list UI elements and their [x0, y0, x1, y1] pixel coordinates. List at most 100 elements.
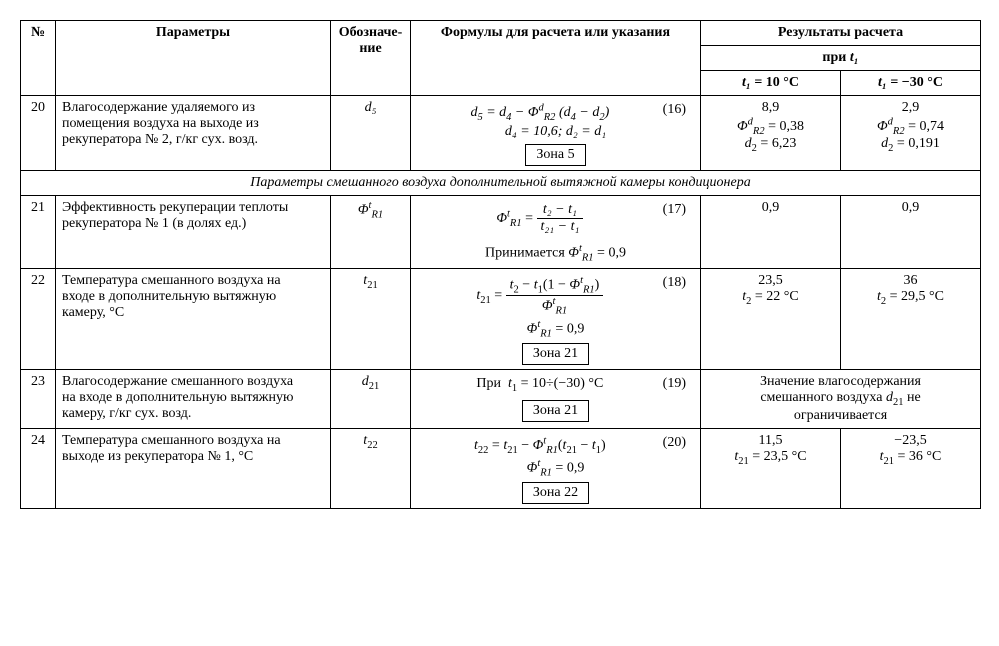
r24-num: 24 — [21, 429, 56, 509]
r24-param-l2: выходе из рекуператора № 1, °C — [62, 449, 253, 464]
r24-formula-main: t22 = t21 − ΦtR1(t21 − t1) — [474, 438, 606, 453]
header-row-1: № Параметры Обозначе- ние Формулы для ра… — [21, 21, 981, 46]
r22-frac-den: ΦtR1 — [506, 296, 604, 316]
r20-resB-l1: 2,9 — [902, 100, 920, 115]
row-20: 20 Влагосодержание удаляемого из помещен… — [21, 96, 981, 171]
hdr-formula: Формулы для расчета или указания — [411, 21, 701, 96]
r20-param-l3: рекуператора № 2, г/кг сух. возд. — [62, 132, 258, 147]
r21-formula: ΦtR1 = t₂ − t₁ t₂₁ − t₁ (17) Принимается… — [411, 196, 701, 268]
r24-resA-l1: 11,5 — [759, 433, 783, 448]
r22-resA: 23,5 t2 = 22 °C — [701, 268, 841, 369]
r20-param-l1: Влагосодержание удаляемого из — [62, 100, 255, 115]
r24-resA: 11,5 t21 = 23,5 °C — [701, 429, 841, 509]
hdr-colB-prefix: t₁ = — [878, 75, 902, 90]
section-header: Параметры смешанного воздуха дополнитель… — [21, 171, 981, 196]
r22-eq: (18) — [663, 275, 694, 291]
r22-resB: 36 t2 = 29,5 °C — [841, 268, 981, 369]
r24-resB-l1: −23,5 — [894, 433, 926, 448]
row-24: 24 Температура смешанного воздуха на вых… — [21, 429, 981, 509]
r20-resB-l2: ΦdR2 = 0,74 — [877, 119, 944, 134]
r20-notation: d₅ — [331, 96, 411, 171]
r20-param: Влагосодержание удаляемого из помещения … — [56, 96, 331, 171]
r20-resA-l3: d2 = 6,23 — [745, 136, 797, 151]
calc-table: № Параметры Обозначе- ние Формулы для ра… — [20, 20, 981, 509]
r21-param: Эффективность рекуперации теплоты рекупе… — [56, 196, 331, 268]
r20-num: 20 — [21, 96, 56, 171]
r21-eq: (17) — [663, 202, 694, 218]
r21-num: 21 — [21, 196, 56, 268]
r20-resB-l3: d2 = 0,191 — [881, 136, 940, 151]
r21-formula-sub: Принимается ΦtR1 = 0,9 — [417, 243, 694, 263]
r22-param-l1: Температура смешанного воздуха на — [62, 273, 281, 288]
r23-res-l1: Значение влагосодержания — [760, 374, 921, 389]
r21-param-l2: рекуператора № 1 (в долях ед.) — [62, 216, 246, 231]
r23-eq: (19) — [663, 376, 694, 392]
r20-resA-l1: 8,9 — [762, 100, 780, 115]
r20-formula-main: d5 = d4 − ΦdR2 (d4 − d2) — [470, 105, 609, 120]
hdr-num: № — [21, 21, 56, 96]
r20-formula-sub: d₄ = 10,6; d₂ = d₁ — [417, 124, 694, 140]
r23-num: 23 — [21, 370, 56, 429]
r24-resA-l2: t21 = 23,5 °C — [734, 449, 806, 464]
r23-param-l1: Влагосодержание смешанного воздуха — [62, 374, 293, 389]
r24-resB-l2: t21 = 36 °C — [880, 449, 942, 464]
section-row: Параметры смешанного воздуха дополнитель… — [21, 171, 981, 196]
r23-res-l3: ограничивается — [794, 408, 887, 423]
r20-zone: Зона 5 — [525, 144, 585, 166]
r20-resA: 8,9 ΦdR2 = 0,38 d2 = 6,23 — [701, 96, 841, 171]
r22-notation: t21 — [331, 268, 411, 369]
r21-frac-num: t₂ − t₁ — [537, 202, 584, 219]
r22-formula-main: t21 = t2 − t1(1 − ΦtR1) ΦtR1 — [476, 288, 603, 303]
r23-param: Влагосодержание смешанного воздуха на вх… — [56, 370, 331, 429]
hdr-results-top: Результаты расчета — [701, 21, 981, 46]
r24-notation: t22 — [331, 429, 411, 509]
r22-num: 22 — [21, 268, 56, 369]
r22-resB-l2: t2 = 29,5 °C — [877, 289, 944, 304]
r23-zone: Зона 21 — [522, 400, 589, 422]
r24-resB: −23,5 t21 = 36 °C — [841, 429, 981, 509]
r22-param-l3: камеру, °C — [62, 305, 124, 320]
r22-zone: Зона 21 — [522, 343, 589, 365]
row-21: 21 Эффективность рекуперации теплоты рек… — [21, 196, 981, 268]
r23-formula: При t1 = 10÷(−30) °C (19) Зона 21 — [411, 370, 701, 429]
r22-formula: t21 = t2 − t1(1 − ΦtR1) ΦtR1 (18) ΦtR1 =… — [411, 268, 701, 369]
hdr-colA: t₁ = 10 °C — [701, 71, 841, 96]
r22-resA-l2: t2 = 22 °C — [742, 289, 798, 304]
r20-param-l2: помещения воздуха на выходе из — [62, 116, 259, 131]
hdr-notation: Обозначе- ние — [331, 21, 411, 96]
r22-resB-l1: 36 — [904, 273, 918, 288]
hdr-colA-prefix: t₁ = — [742, 75, 766, 90]
r23-res-merged: Значение влагосодержания смешанного возд… — [701, 370, 981, 429]
row-22: 22 Температура смешанного воздуха на вхо… — [21, 268, 981, 369]
hdr-colA-val: 10 °C — [766, 75, 799, 90]
r24-formula: t22 = t21 − ΦtR1(t21 − t1) (20) ΦtR1 = 0… — [411, 429, 701, 509]
r20-resB: 2,9 ΦdR2 = 0,74 d2 = 0,191 — [841, 96, 981, 171]
r22-resA-l1: 23,5 — [758, 273, 783, 288]
hdr-results-l2-prefix: при — [822, 50, 849, 65]
r21-frac-den: t₂₁ − t₁ — [537, 219, 584, 235]
r21-notation: ΦtR1 — [331, 196, 411, 268]
hdr-colB-val: −30 °C — [902, 75, 943, 90]
r24-param: Температура смешанного воздуха на выходе… — [56, 429, 331, 509]
r22-frac-num: t2 − t1(1 − ΦtR1) — [506, 275, 604, 296]
hdr-results-l2-var: t₁ — [850, 50, 859, 65]
r21-formula-main: ΦtR1 = t₂ − t₁ t₂₁ − t₁ — [496, 211, 583, 226]
r20-eq: (16) — [663, 102, 694, 118]
r23-notation: d21 — [331, 370, 411, 429]
hdr-notation-l2: ние — [359, 41, 381, 56]
r22-param-l2: входе в дополнительную вытяжную — [62, 289, 276, 304]
row-23: 23 Влагосодержание смешанного воздуха на… — [21, 370, 981, 429]
r24-param-l1: Температура смешанного воздуха на — [62, 433, 281, 448]
hdr-params: Параметры — [56, 21, 331, 96]
r24-formula-sub: ΦtR1 = 0,9 — [417, 458, 694, 478]
r22-param: Температура смешанного воздуха на входе … — [56, 268, 331, 369]
r23-res-l2: смешанного воздуха d21 не — [760, 390, 920, 405]
hdr-results-l1: Результаты расчета — [778, 25, 903, 40]
r20-formula: d5 = d4 − ΦdR2 (d4 − d2) (16) d₄ = 10,6;… — [411, 96, 701, 171]
r23-param-l2: на входе в дополнительную вытяжную — [62, 390, 293, 405]
r23-formula-main: При t1 = 10÷(−30) °C — [476, 376, 603, 391]
r21-resB: 0,9 — [841, 196, 981, 268]
r24-eq: (20) — [663, 435, 694, 451]
r23-param-l3: камеру, г/кг сух. возд. — [62, 406, 191, 421]
hdr-results-sub: при t₁ — [701, 46, 981, 71]
